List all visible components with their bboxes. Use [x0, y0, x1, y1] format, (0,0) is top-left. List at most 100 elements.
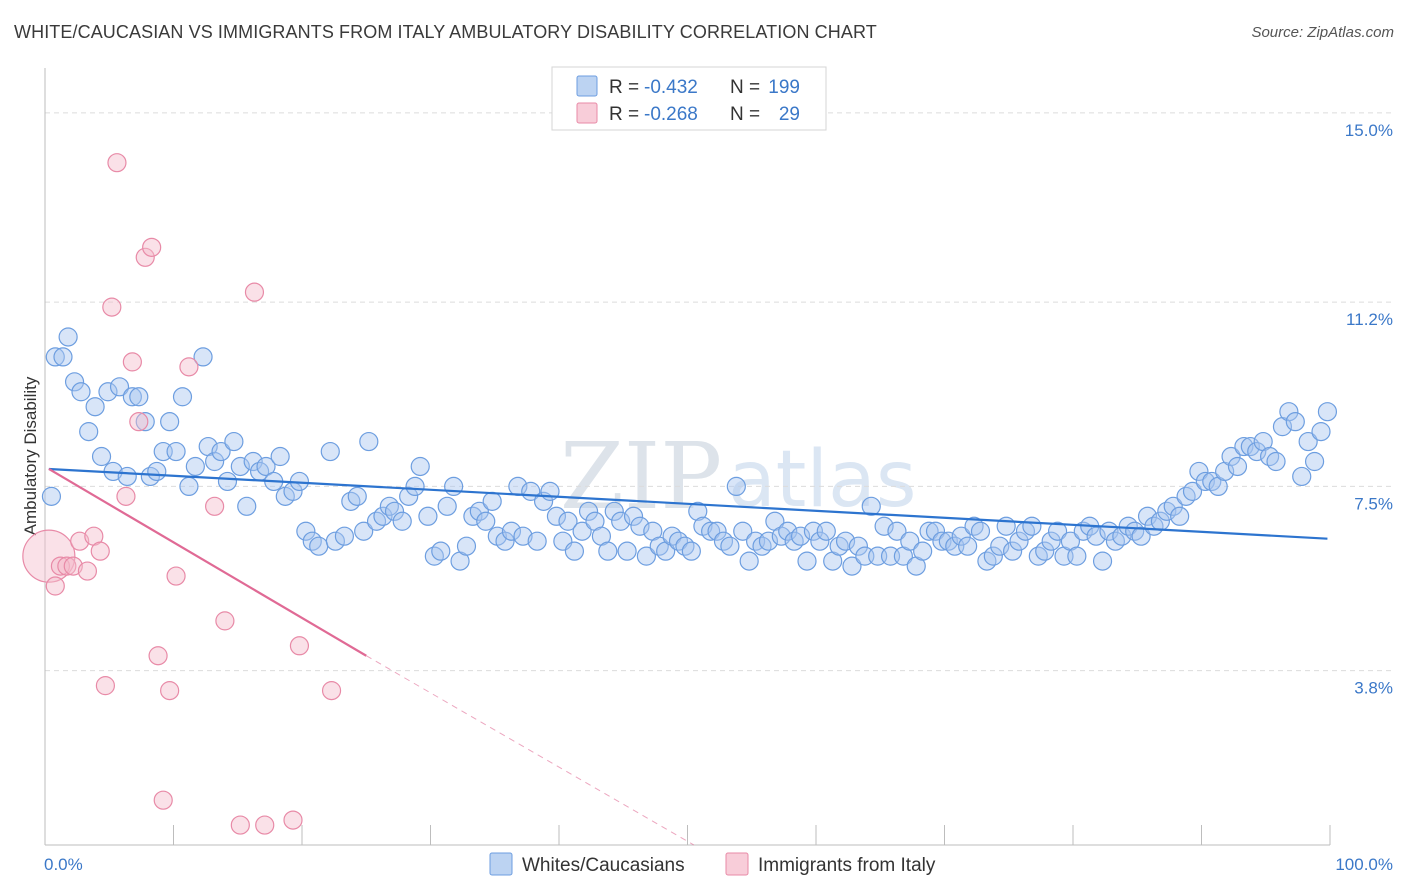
point-whites	[752, 536, 772, 556]
point-whites	[71, 382, 91, 402]
point-whites	[668, 531, 689, 551]
point-whites	[1176, 486, 1196, 506]
point-italy	[148, 646, 168, 666]
point-whites	[347, 486, 367, 506]
point-italy	[142, 237, 162, 257]
point-whites	[172, 387, 193, 407]
point-whites	[41, 486, 62, 506]
point-whites	[848, 536, 869, 556]
point-whites	[527, 531, 547, 551]
point-whites	[166, 441, 186, 462]
point-whites	[913, 541, 933, 561]
legend-n-value-whites: 199	[768, 77, 800, 98]
point-whites	[1092, 551, 1113, 571]
point-whites	[1125, 521, 1145, 541]
point-italy	[129, 412, 149, 432]
point-whites	[469, 501, 489, 521]
y-tick-label: 7.5%	[1354, 494, 1393, 513]
point-italy	[90, 541, 110, 561]
point-whites	[122, 387, 142, 407]
point-whites	[1260, 446, 1280, 467]
point-italy	[135, 247, 155, 267]
point-whites	[296, 521, 316, 541]
point-whites	[958, 536, 978, 556]
point-italy	[153, 790, 173, 810]
legend-swatch-whites	[576, 75, 598, 97]
point-whites	[578, 501, 599, 521]
point-whites	[147, 461, 167, 482]
point-whites	[1195, 471, 1215, 492]
y-tick-labels: 3.8% 7.5% 11.2% 15.0%	[1345, 121, 1393, 698]
point-italy	[160, 681, 180, 701]
axes	[44, 68, 1331, 846]
point-whites	[1202, 471, 1222, 492]
point-italy	[70, 531, 90, 551]
point-whites	[135, 412, 155, 432]
point-whites	[662, 526, 682, 546]
point-whites	[919, 521, 939, 541]
point-whites	[117, 466, 137, 487]
bottom-legend-swatch-italy	[725, 852, 749, 876]
point-whites	[874, 516, 894, 536]
point-whites	[309, 536, 329, 556]
point-whites	[320, 441, 340, 462]
point-whites	[1028, 546, 1048, 566]
point-italy	[205, 496, 225, 516]
point-whites	[611, 511, 631, 531]
point-whites	[1067, 546, 1087, 566]
point-whites	[816, 521, 836, 541]
point-whites	[129, 387, 149, 407]
point-whites	[302, 531, 322, 551]
point-whites	[185, 456, 205, 477]
bottom-legend-label-italy: Immigrants from Italy	[758, 855, 936, 876]
point-whites	[1041, 531, 1061, 551]
point-whites	[366, 511, 387, 531]
point-whites	[456, 536, 477, 556]
point-whites	[681, 541, 701, 561]
point-whites	[237, 496, 257, 516]
point-whites	[1157, 501, 1177, 521]
x-tick-label-max: 100.0%	[1335, 855, 1393, 874]
point-whites	[900, 531, 920, 551]
point-whites	[675, 536, 695, 556]
legend-n-label-whites: N =	[730, 77, 760, 98]
point-whites	[990, 536, 1010, 556]
trend-line-italy	[48, 468, 367, 657]
point-whites	[256, 456, 276, 477]
point-italy	[95, 676, 115, 696]
point-whites	[1047, 521, 1068, 541]
point-whites	[1304, 451, 1325, 472]
point-whites	[983, 546, 1003, 566]
point-whites	[636, 546, 656, 566]
series-legend: Whites/Caucasians Immigrants from Italy	[489, 852, 936, 876]
point-whites	[758, 531, 779, 551]
point-whites	[224, 431, 244, 452]
point-whites	[598, 541, 618, 561]
point-whites	[925, 521, 946, 541]
y-tick-label: 11.2%	[1346, 310, 1393, 329]
point-whites	[861, 496, 881, 516]
point-whites	[230, 456, 250, 477]
point-italy	[321, 681, 342, 701]
point-whites	[91, 446, 112, 467]
point-whites	[784, 531, 804, 551]
point-italy	[283, 810, 303, 830]
point-italy	[45, 576, 65, 596]
point-whites	[707, 521, 727, 541]
point-whites	[334, 526, 355, 546]
point-whites	[726, 476, 746, 497]
point-whites	[688, 501, 708, 521]
point-whites	[604, 501, 624, 521]
point-italy	[179, 357, 199, 377]
gridlines	[45, 112, 1393, 672]
point-whites	[437, 496, 457, 516]
point-whites	[1240, 436, 1260, 457]
point-italy	[57, 556, 77, 576]
point-whites	[617, 541, 637, 561]
trend-line-whites	[48, 467, 1328, 540]
point-whites	[217, 471, 238, 492]
point-italy	[22, 529, 76, 583]
legend-r-value-italy: -0.268	[644, 104, 698, 125]
point-italy	[107, 153, 127, 173]
point-whites	[341, 491, 361, 511]
